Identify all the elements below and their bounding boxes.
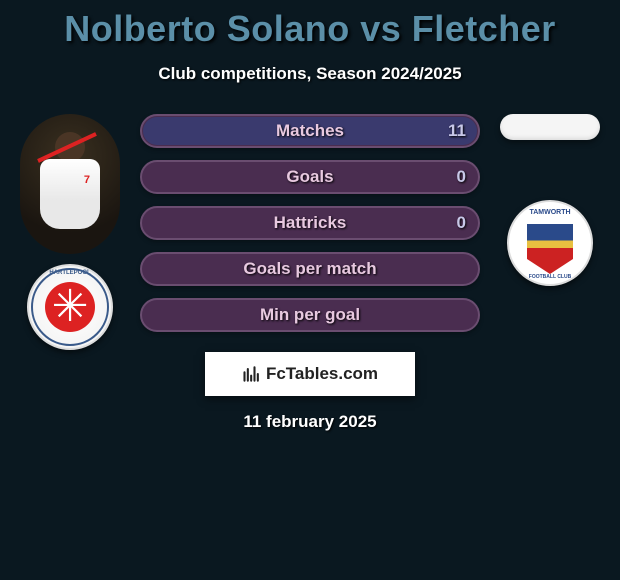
- stat-row: Min per goal: [140, 298, 480, 332]
- right-club-name-sub: FOOTBALL CLUB: [509, 274, 591, 280]
- stat-rows-container: Matches11Goals0Hattricks0Goals per match…: [140, 114, 480, 332]
- stat-value-left: [140, 298, 168, 332]
- footer-date: 11 february 2025: [0, 412, 620, 432]
- brand-badge: FcTables.com: [205, 352, 415, 396]
- stat-label: Hattricks: [140, 206, 480, 240]
- stat-value-right: [452, 252, 480, 286]
- stat-value-right: 0: [443, 206, 480, 240]
- stat-value-left: [140, 160, 168, 194]
- stat-value-right: 11: [434, 114, 480, 148]
- stat-row: Hattricks0: [140, 206, 480, 240]
- brand-text: FcTables.com: [266, 364, 378, 384]
- page-subtitle: Club competitions, Season 2024/2025: [0, 64, 620, 84]
- stat-value-left: [140, 114, 168, 148]
- stat-row: Goals per match: [140, 252, 480, 286]
- stat-row: Matches11: [140, 114, 480, 148]
- stat-row: Goals0: [140, 160, 480, 194]
- stat-value-right: [452, 298, 480, 332]
- left-club-badge-icon: HARTLEPOOL: [27, 264, 113, 350]
- right-club-badge-icon: TAMWORTH FOOTBALL CLUB: [507, 200, 593, 286]
- shirt-number: 7: [84, 174, 90, 186]
- stat-value-left: [140, 206, 168, 240]
- stat-label: Matches: [140, 114, 480, 148]
- brand-logo-icon: [242, 364, 262, 384]
- left-club-name: HARTLEPOOL: [29, 270, 111, 276]
- stat-label: Goals per match: [140, 252, 480, 286]
- page-title: Nolberto Solano vs Fletcher: [0, 0, 620, 50]
- right-player-column: TAMWORTH FOOTBALL CLUB: [490, 114, 610, 296]
- left-player-photo: 7: [20, 114, 120, 254]
- left-player-column: 7 HARTLEPOOL: [10, 114, 130, 360]
- comparison-content: 7 HARTLEPOOL TAMWORTH FOOTBALL CLUB Matc…: [0, 114, 620, 332]
- right-player-photo-placeholder: [500, 114, 600, 140]
- right-club-name: TAMWORTH: [509, 209, 591, 216]
- stat-label: Goals: [140, 160, 480, 194]
- stat-value-right: 0: [443, 160, 480, 194]
- stat-label: Min per goal: [140, 298, 480, 332]
- stat-value-left: [140, 252, 168, 286]
